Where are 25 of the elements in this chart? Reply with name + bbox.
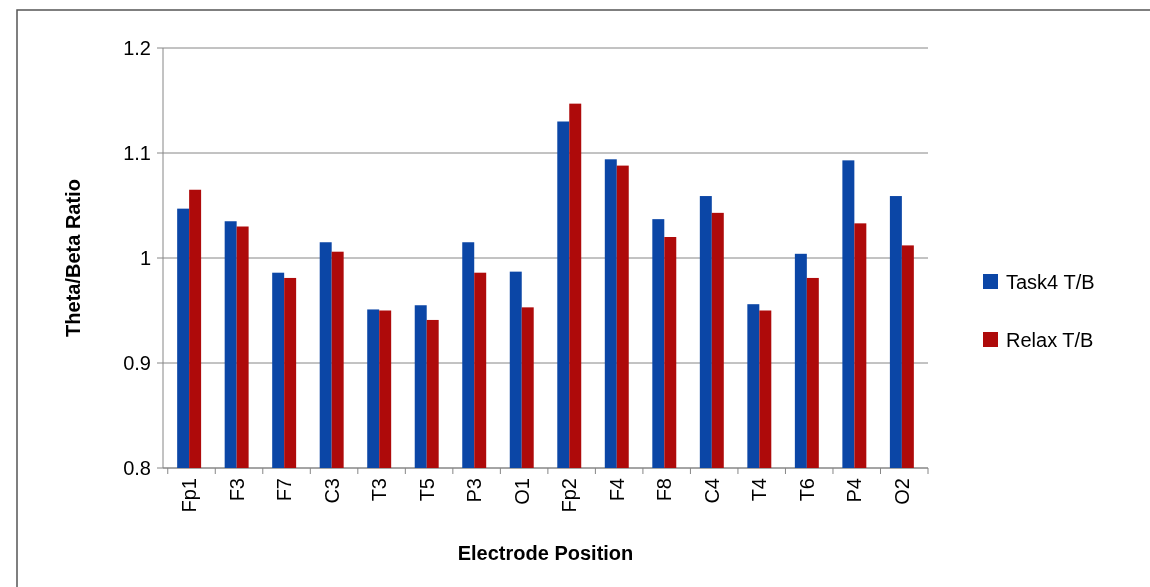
y-tick-label: 1.1 — [123, 142, 151, 164]
y-axis-title: Theta/Beta Ratio — [62, 179, 84, 337]
x-axis-title: Electrode Position — [457, 542, 634, 564]
x-tick-label: O1 — [510, 478, 533, 505]
x-tick-label: T5 — [415, 478, 438, 502]
x-tick-label: F4 — [605, 478, 628, 502]
x-tick-label: Fp2 — [558, 478, 581, 513]
x-tick-label: C4 — [700, 478, 723, 504]
y-tick-label: 1.2 — [123, 37, 151, 59]
x-tick-label: Fp1 — [178, 478, 201, 513]
x-tick-label: C3 — [320, 478, 343, 504]
x-tick-label: T4 — [748, 478, 771, 502]
x-tick-label: T3 — [368, 478, 391, 502]
x-tick-label: F3 — [225, 478, 248, 502]
y-tick-label: 0.8 — [123, 457, 151, 479]
legend-label: Relax T/B — [1006, 329, 1094, 351]
x-tick-label: P4 — [843, 478, 866, 503]
x-tick-label: P3 — [463, 478, 486, 503]
x-tick-label: O2 — [890, 478, 913, 505]
x-tick-label: F8 — [653, 478, 676, 502]
x-tick-label: F7 — [273, 478, 296, 502]
x-tick-label: T6 — [795, 478, 818, 502]
y-tick-label: 1 — [139, 247, 151, 269]
y-tick-label: 0.9 — [123, 352, 151, 374]
legend-label: Task4 T/B — [1006, 271, 1095, 293]
